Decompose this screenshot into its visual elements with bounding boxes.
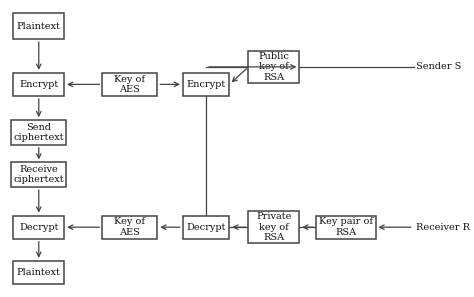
Text: Decrypt: Decrypt [186, 223, 226, 232]
FancyBboxPatch shape [248, 51, 299, 83]
FancyBboxPatch shape [13, 261, 64, 284]
FancyBboxPatch shape [13, 13, 64, 39]
FancyBboxPatch shape [13, 216, 64, 239]
FancyBboxPatch shape [11, 162, 66, 187]
Text: Key of
AES: Key of AES [114, 75, 146, 94]
Text: Plaintext: Plaintext [17, 22, 61, 31]
Text: Public
key of
RSA: Public key of RSA [258, 52, 289, 82]
FancyBboxPatch shape [316, 216, 375, 239]
Text: Decrypt: Decrypt [19, 223, 58, 232]
FancyBboxPatch shape [11, 120, 66, 145]
FancyBboxPatch shape [183, 73, 229, 96]
FancyBboxPatch shape [102, 73, 157, 96]
Text: Sender S: Sender S [416, 62, 461, 71]
Text: Receive
ciphertext: Receive ciphertext [13, 165, 64, 184]
FancyBboxPatch shape [248, 211, 299, 243]
Text: Send
ciphertext: Send ciphertext [13, 123, 64, 142]
Text: Key of
AES: Key of AES [114, 217, 146, 237]
FancyBboxPatch shape [183, 216, 229, 239]
Text: Key pair of
RSA: Key pair of RSA [319, 217, 373, 237]
Text: Private
key of
RSA: Private key of RSA [256, 212, 292, 242]
Text: Encrypt: Encrypt [19, 80, 58, 89]
Text: Plaintext: Plaintext [17, 268, 61, 277]
Text: Receiver R: Receiver R [416, 223, 470, 232]
FancyBboxPatch shape [102, 216, 157, 239]
FancyBboxPatch shape [13, 73, 64, 96]
Text: Encrypt: Encrypt [186, 80, 226, 89]
